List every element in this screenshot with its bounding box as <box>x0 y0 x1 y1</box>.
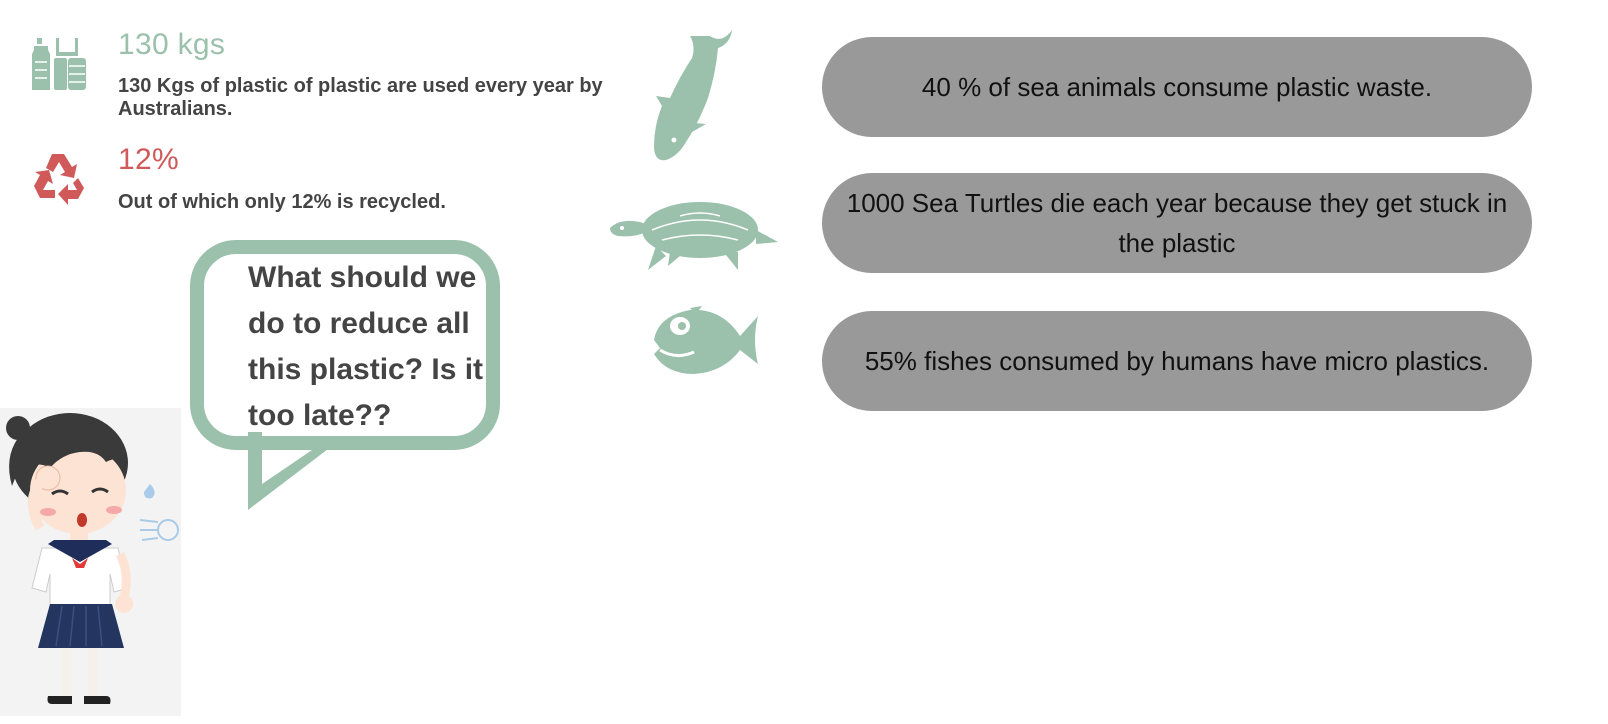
fish-icon <box>650 306 762 393</box>
stat-description: 130 Kgs of plastic of plastic are used e… <box>118 75 603 120</box>
fact-pill: 1000 Sea Turtles die each year because t… <box>822 173 1532 273</box>
worried-girl-illustration <box>0 408 181 716</box>
speech-bubble-tail <box>248 432 332 510</box>
stat-headline: 12% <box>118 143 179 176</box>
fact-pill: 40 % of sea animals consume plastic wast… <box>822 37 1532 137</box>
plastic-bottles-icon <box>30 36 88 97</box>
speech-bubble <box>190 240 500 450</box>
fact-pill: 55% fishes consumed by humans have micro… <box>822 311 1532 411</box>
dolphin-icon <box>652 30 732 167</box>
recycle-icon <box>30 150 88 211</box>
turtle-icon <box>610 196 780 281</box>
stat-description: Out of which only 12% is recycled. <box>118 191 446 213</box>
stat-headline: 130 kgs <box>118 28 226 61</box>
speech-bubble-text: What should we do to reduce all this pla… <box>248 261 484 432</box>
